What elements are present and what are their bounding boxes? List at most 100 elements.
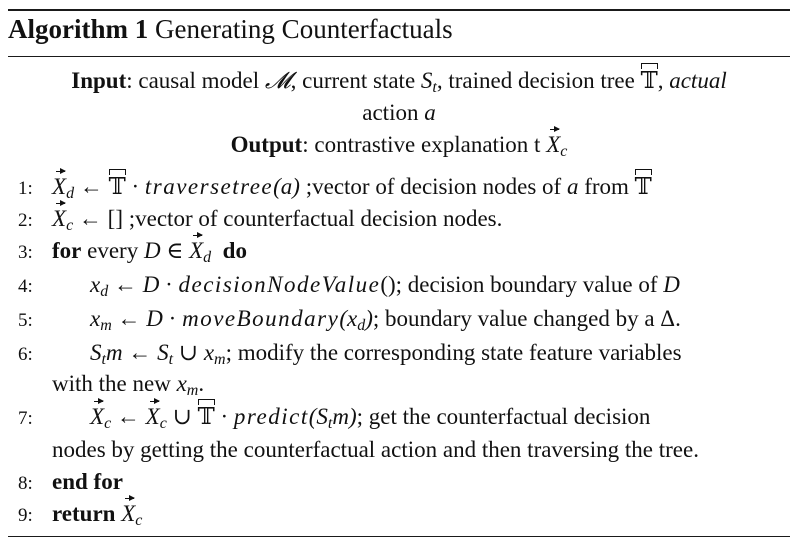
- comment: ; modify the corresponding state feature…: [225, 340, 682, 365]
- union-op: ∪: [173, 340, 204, 365]
- args-close: ): [365, 306, 373, 331]
- line-number: 6:: [18, 344, 33, 365]
- var-sub: t: [101, 351, 106, 368]
- arg-m: m: [332, 404, 349, 429]
- line-number: 1:: [18, 178, 33, 199]
- line-body: xm ← D · moveBoundary(xd); boundary valu…: [90, 306, 681, 335]
- tree-symbol-2: 𝕋: [634, 174, 652, 199]
- comment-var: a: [566, 174, 579, 199]
- comment: ;vector of decision nodes of: [299, 174, 567, 199]
- input-line-2: action a: [0, 100, 798, 126]
- var-sub: m: [100, 317, 112, 334]
- comment: ;vector of counterfactual decision nodes…: [123, 206, 503, 231]
- line-body: xd ← D · decisionNodeValue(); decision b…: [90, 272, 680, 301]
- output-line: Output: contrastive explanation t Xc: [0, 126, 798, 161]
- line-number: 5:: [18, 310, 33, 331]
- input-line: Input: causal model 𝓜, current state St,…: [0, 68, 798, 97]
- input-text-2: , current state: [290, 68, 421, 93]
- comment-from: from: [578, 174, 635, 199]
- function-name: moveBoundary: [182, 306, 340, 331]
- vector-sub: c: [135, 512, 143, 529]
- output-label: Output: [230, 132, 303, 157]
- in-op: ∈: [160, 238, 190, 263]
- args-open: (: [308, 404, 317, 429]
- actual-word: actual: [669, 68, 727, 93]
- top-rule: [8, 9, 790, 11]
- algorithm-name: Generating Counterfactuals: [154, 14, 453, 44]
- line-body: with the new xm.: [52, 371, 204, 400]
- algorithm-title: Algorithm 1 Generating Counterfactuals: [8, 14, 453, 45]
- comment: ; decision boundary value of: [395, 272, 664, 297]
- tree-symbol: 𝕋: [640, 68, 658, 93]
- do-keyword: do: [222, 238, 247, 263]
- output-vector-sub: c: [560, 143, 568, 160]
- line-number: 8:: [18, 473, 33, 494]
- comment-continued: with the new: [52, 371, 177, 396]
- input-text-3: , trained decision tree: [436, 68, 641, 93]
- comment-var: x: [176, 371, 187, 396]
- bottom-rule: [8, 536, 790, 537]
- for-text: every: [81, 238, 144, 263]
- dot-op: ·: [125, 174, 145, 199]
- var-D: D: [142, 272, 160, 297]
- line-body: return Xc: [52, 495, 143, 530]
- comment-var-sub: m: [186, 382, 199, 399]
- var-S2: S: [157, 340, 169, 365]
- var-x: x: [90, 306, 101, 331]
- assign-op: ←: [111, 306, 147, 331]
- var-x: x: [90, 272, 101, 297]
- var-D: D: [146, 306, 163, 331]
- function-args: (a): [273, 174, 300, 199]
- comment: ; boundary value changed by a Δ.: [372, 306, 681, 331]
- vector-symbol-2: X: [145, 398, 160, 429]
- comment: ; get the counterfactual decision: [356, 404, 651, 429]
- vector-sub: c: [66, 217, 74, 234]
- arg-sub: d: [357, 317, 366, 334]
- vector-sub: d: [66, 185, 75, 202]
- line-body: nodes by getting the counterfactual acti…: [52, 437, 699, 462]
- dot-op: ·: [214, 404, 234, 429]
- assign-op: ←: [108, 272, 143, 297]
- vector-sub: d: [203, 249, 212, 266]
- function-name: predict: [233, 404, 309, 429]
- line-number: 2:: [18, 210, 33, 231]
- comment-var: D: [663, 272, 680, 297]
- output-vector: X: [546, 126, 561, 157]
- line-number: 3:: [18, 242, 33, 263]
- args-close: ): [348, 404, 357, 429]
- assign-op: ←: [74, 174, 109, 199]
- for-keyword: for: [52, 238, 82, 263]
- var-sub: d: [100, 283, 109, 300]
- vector-symbol: X: [52, 200, 67, 231]
- union-op: ∪: [166, 404, 198, 429]
- vector-symbol: X: [52, 168, 67, 199]
- vector-symbol: X: [189, 232, 204, 263]
- vector-symbol: X: [90, 398, 105, 429]
- assign-op: ←: [73, 206, 108, 231]
- tree-symbol: 𝕋: [108, 174, 126, 199]
- loop-var: D: [143, 238, 161, 263]
- line-number: 9:: [18, 505, 33, 526]
- tree-symbol: 𝕋: [197, 404, 215, 429]
- line-body: Stm ← St ∪ xm; modify the corresponding …: [90, 340, 682, 369]
- input-text-4: ,: [657, 68, 670, 93]
- assign-op: ←: [122, 340, 158, 365]
- line-number: 4:: [18, 276, 33, 297]
- comment-end: .: [198, 371, 205, 396]
- algorithm-label: Algorithm 1: [8, 14, 149, 44]
- line-number: 7:: [18, 408, 33, 429]
- empty-list: []: [107, 206, 123, 231]
- var-S: S: [90, 340, 102, 365]
- return-keyword: return: [52, 501, 116, 526]
- function-name: traversetree: [144, 174, 274, 199]
- action-word: action: [362, 100, 425, 125]
- dot-op: ·: [162, 306, 183, 331]
- var-x-sub: m: [214, 351, 226, 368]
- var-sub-2: t: [168, 351, 174, 368]
- output-text: : contrastive explanation t: [302, 132, 547, 157]
- arg-S: S: [316, 404, 328, 429]
- arg-sub: t: [327, 415, 333, 432]
- line-body: Xc ← Xc ∪ 𝕋 · predict(Stm); get the coun…: [90, 398, 651, 433]
- assign-op: ←: [111, 404, 146, 429]
